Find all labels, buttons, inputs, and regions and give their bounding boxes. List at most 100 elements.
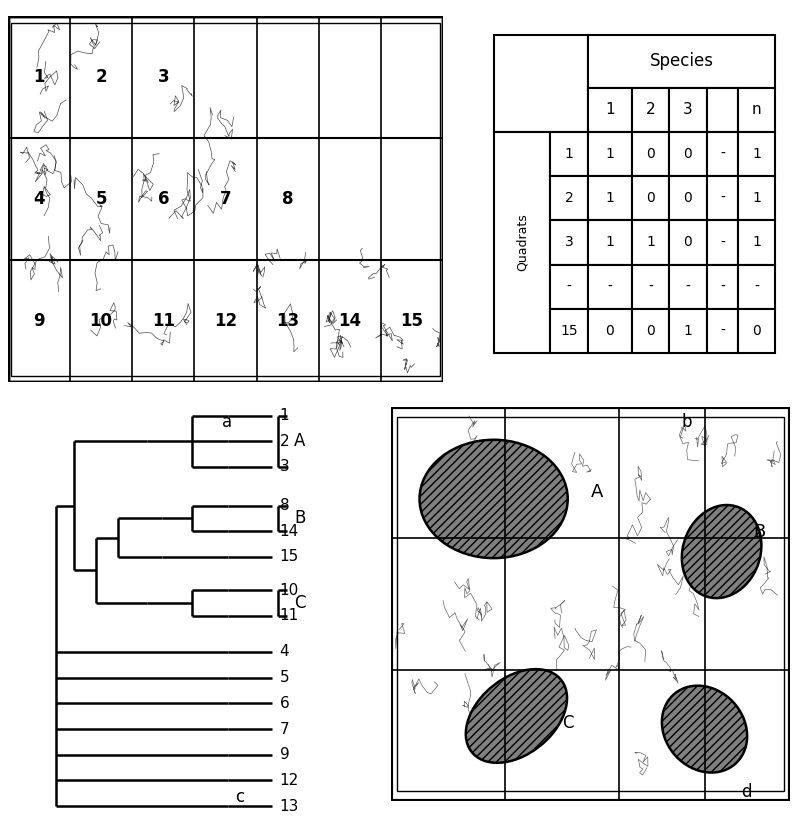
Bar (707, 309, 738, 353)
Text: 0: 0 (684, 235, 693, 249)
Text: -: - (754, 279, 759, 293)
Text: Species: Species (650, 53, 713, 70)
Text: -: - (720, 324, 725, 338)
Polygon shape (8, 224, 443, 376)
Text: 6: 6 (157, 191, 169, 208)
Text: -: - (720, 279, 725, 293)
Bar (632, 88, 670, 132)
Ellipse shape (466, 669, 567, 763)
Bar (738, 309, 776, 353)
Bar (670, 309, 707, 353)
Text: 1: 1 (753, 235, 761, 249)
Text: 3: 3 (157, 68, 169, 86)
Ellipse shape (681, 505, 761, 598)
Bar (588, 132, 632, 176)
Text: 15: 15 (279, 549, 299, 565)
Text: 4: 4 (279, 644, 289, 659)
Text: 1: 1 (606, 235, 614, 249)
Text: B: B (753, 523, 765, 541)
Bar (588, 35, 776, 88)
Bar (738, 220, 776, 265)
Text: 3: 3 (565, 235, 574, 249)
Bar (551, 176, 588, 220)
Bar (670, 176, 707, 220)
Text: b: b (681, 413, 692, 432)
Text: 4: 4 (34, 191, 45, 208)
Text: 15: 15 (401, 312, 423, 330)
Text: -: - (720, 192, 725, 206)
Text: 12: 12 (279, 773, 299, 787)
Text: 0: 0 (684, 192, 693, 206)
Text: 10: 10 (279, 583, 299, 598)
Text: 6: 6 (279, 696, 290, 711)
Bar (494, 35, 588, 132)
Text: 12: 12 (214, 312, 237, 330)
Text: 11: 11 (279, 608, 299, 623)
Bar (551, 265, 588, 309)
Text: d: d (741, 783, 752, 801)
Bar (588, 265, 632, 309)
Text: 11: 11 (152, 312, 175, 330)
Text: Quadrats: Quadrats (516, 214, 529, 271)
Text: -: - (567, 279, 571, 293)
Text: 1: 1 (279, 409, 289, 423)
Text: 9: 9 (279, 747, 290, 762)
Bar (738, 176, 776, 220)
Polygon shape (8, 26, 238, 376)
Bar (670, 220, 707, 265)
Text: 8: 8 (279, 498, 289, 513)
Text: A: A (591, 483, 603, 501)
Bar (588, 176, 632, 220)
Text: 1: 1 (684, 324, 693, 338)
Text: 7: 7 (219, 191, 231, 208)
Text: 7: 7 (279, 722, 289, 737)
Text: 13: 13 (276, 312, 299, 330)
Text: 0: 0 (646, 147, 655, 161)
Text: 2: 2 (646, 103, 655, 118)
Bar (738, 265, 776, 309)
Text: -: - (720, 235, 725, 249)
Bar (632, 132, 670, 176)
Text: a: a (223, 413, 232, 432)
Text: 2: 2 (96, 68, 107, 86)
Bar (588, 88, 632, 132)
Ellipse shape (420, 440, 567, 558)
Bar (738, 88, 776, 132)
Text: A: A (294, 432, 306, 450)
Text: 0: 0 (606, 324, 614, 338)
Text: 15: 15 (560, 324, 578, 338)
Text: 0: 0 (684, 147, 693, 161)
Text: 1: 1 (565, 147, 574, 161)
Text: C: C (562, 713, 574, 732)
Text: 5: 5 (96, 191, 107, 208)
Text: 1: 1 (646, 235, 655, 249)
Bar (588, 220, 632, 265)
Text: -: - (685, 279, 690, 293)
Text: -: - (607, 279, 612, 293)
Text: -: - (720, 147, 725, 161)
Text: 14: 14 (338, 312, 361, 330)
Text: 1: 1 (753, 192, 761, 206)
Text: 1: 1 (606, 147, 614, 161)
Bar (632, 220, 670, 265)
Ellipse shape (662, 686, 747, 773)
Text: c: c (235, 787, 244, 806)
Bar (738, 132, 776, 176)
Text: 14: 14 (279, 524, 299, 538)
Text: 1: 1 (34, 68, 45, 86)
Bar (494, 132, 551, 353)
Bar (632, 176, 670, 220)
Bar (588, 309, 632, 353)
Text: 0: 0 (646, 324, 655, 338)
Text: 3: 3 (279, 459, 290, 474)
Text: 5: 5 (279, 670, 289, 685)
Text: 2: 2 (279, 434, 289, 449)
Bar (670, 265, 707, 309)
Text: 0: 0 (646, 192, 655, 206)
Text: 13: 13 (279, 799, 299, 814)
Bar (670, 132, 707, 176)
Bar (632, 265, 670, 309)
Text: n: n (752, 103, 761, 118)
Text: 1: 1 (753, 147, 761, 161)
Bar (632, 309, 670, 353)
